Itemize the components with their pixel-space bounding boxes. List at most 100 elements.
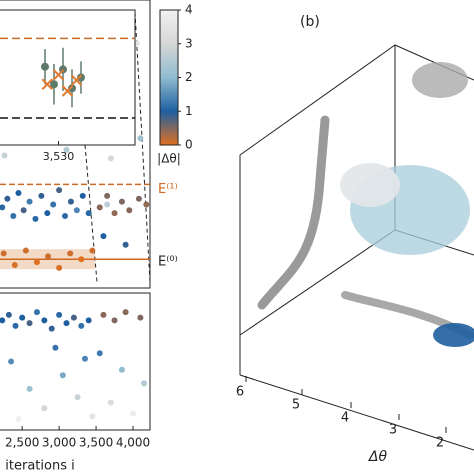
panel-3d: (b) Δθ xyxy=(239,14,474,465)
connector xyxy=(134,11,151,283)
x-tick-label: 4 xyxy=(341,411,349,426)
point xyxy=(41,317,48,324)
point xyxy=(89,247,96,254)
point xyxy=(63,146,70,153)
point xyxy=(68,84,76,93)
point xyxy=(70,314,77,321)
point xyxy=(107,155,114,162)
point xyxy=(44,210,51,217)
reference-label: E⁽⁰⁾ xyxy=(158,255,178,270)
inset-frame xyxy=(0,9,136,146)
point xyxy=(33,309,40,316)
box-edge xyxy=(239,374,474,451)
point xyxy=(143,201,150,208)
box-edge xyxy=(239,44,474,156)
point xyxy=(59,372,66,379)
point xyxy=(67,198,74,205)
point xyxy=(67,250,74,257)
point xyxy=(0,204,6,211)
point xyxy=(77,73,85,82)
point xyxy=(22,247,29,254)
point xyxy=(20,207,27,214)
x-tick-label: 2 xyxy=(436,436,444,451)
x-tick-label: 2,500 xyxy=(5,436,39,450)
point xyxy=(11,261,18,268)
y-tick-label: 3 xyxy=(185,36,193,50)
projection-cloud xyxy=(257,115,330,310)
point xyxy=(118,366,125,373)
point xyxy=(26,385,33,392)
main-cloud xyxy=(340,163,400,207)
point xyxy=(78,256,85,263)
point xyxy=(15,189,22,196)
point xyxy=(56,264,63,271)
point xyxy=(50,201,57,208)
point xyxy=(100,233,107,240)
point xyxy=(19,314,26,321)
cross-marker xyxy=(52,69,65,81)
main-cloud xyxy=(433,323,474,347)
point xyxy=(111,317,118,324)
point xyxy=(96,204,103,211)
point xyxy=(122,309,129,316)
y-tick-label: 2 xyxy=(185,70,193,84)
point xyxy=(41,62,49,71)
point xyxy=(111,210,118,217)
plot-frame xyxy=(0,292,151,431)
box-edge xyxy=(239,229,396,336)
x-tick-label: 6 xyxy=(236,385,244,400)
point xyxy=(135,195,142,202)
point xyxy=(137,314,144,321)
x-tick-label: 3 xyxy=(389,423,397,438)
projection-cloud xyxy=(412,62,468,98)
colorbar-label: |Δθ| xyxy=(157,152,181,166)
point xyxy=(96,350,103,357)
point xyxy=(104,192,111,199)
point xyxy=(122,241,129,248)
point xyxy=(130,410,137,417)
point xyxy=(15,416,22,423)
point xyxy=(0,250,7,257)
point xyxy=(50,80,58,89)
point xyxy=(48,325,55,332)
x-tick-label: 3,530 xyxy=(43,150,75,163)
point xyxy=(4,195,11,202)
point xyxy=(8,358,15,365)
cross-marker xyxy=(61,85,74,97)
point xyxy=(73,207,80,214)
point xyxy=(32,215,39,222)
point xyxy=(10,213,17,219)
point xyxy=(12,322,19,329)
point xyxy=(100,311,107,318)
point xyxy=(1,152,8,159)
point xyxy=(38,192,45,199)
point xyxy=(56,187,63,194)
point xyxy=(33,259,40,266)
point xyxy=(5,311,12,318)
point xyxy=(85,210,92,217)
point xyxy=(104,201,111,208)
cross-marker xyxy=(70,74,83,86)
point xyxy=(0,317,6,324)
reference-label: E⁽¹⁾ xyxy=(158,182,178,197)
point xyxy=(26,198,33,205)
point xyxy=(118,198,125,205)
point xyxy=(137,135,144,142)
x-axis-label: iterations i xyxy=(5,459,74,474)
point xyxy=(141,380,148,387)
point xyxy=(56,311,63,318)
panel-label: (b) xyxy=(300,14,320,30)
point xyxy=(79,192,86,199)
plot-frame xyxy=(0,0,151,289)
point xyxy=(126,207,133,214)
x-tick-label: 4,000 xyxy=(116,436,150,450)
point xyxy=(63,320,70,327)
point xyxy=(78,322,85,329)
y-tick-label: 1 xyxy=(185,104,193,118)
point xyxy=(85,317,92,324)
point xyxy=(62,213,69,219)
point xyxy=(41,405,48,412)
colorbar xyxy=(159,9,179,146)
